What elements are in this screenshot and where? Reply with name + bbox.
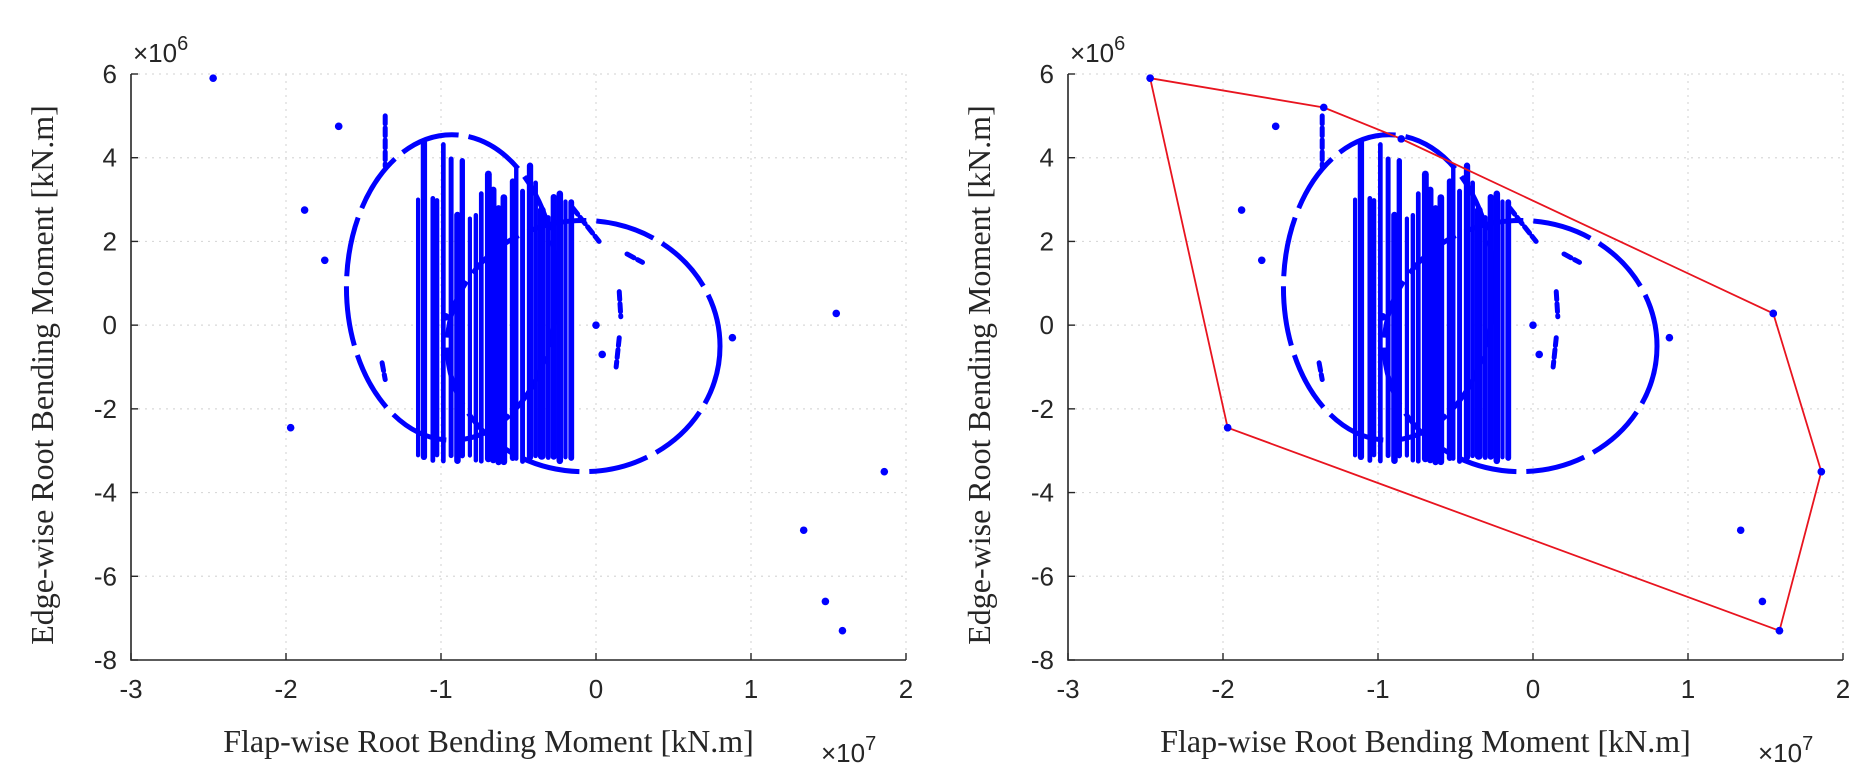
data-point [286,423,295,432]
data-point [1378,312,1387,321]
y-tick-labels: -8 -6 -4 -2 0 2 4 6 [94,59,138,675]
y-tick-label: 4 [103,143,117,173]
y-tick-label: -8 [1031,645,1054,675]
y-tick-label: -8 [94,645,117,675]
x-tick-label: 2 [1836,674,1850,704]
data-point [320,256,329,265]
data-point [1736,526,1745,535]
convex-hull [1146,74,1826,635]
grid-lines [1068,73,1844,660]
x-tick-label: 2 [899,674,913,704]
cloud-fragment [1507,205,1539,244]
hull-vertex-point [1223,423,1232,432]
outlier-points [209,74,889,635]
data-point [209,74,217,82]
axis-box [130,74,906,661]
cloud-fragment [379,360,388,383]
cloud-fragment [616,289,624,320]
data-point [821,597,830,606]
x-tick-label: -1 [429,674,452,704]
cloud-fragment [1316,360,1325,383]
x-tick-label: -3 [119,674,142,704]
x-tick-label: -2 [1211,674,1234,704]
data-point [1271,122,1280,131]
hull-vertex-point [1146,74,1154,82]
cloud-fragment [1550,335,1559,370]
cloud-fragment [624,251,645,265]
y-tick-label: -4 [94,478,117,508]
y-tick-label: 2 [103,226,117,256]
data-point [592,321,600,329]
data-point [1529,321,1537,329]
data-point [880,467,889,476]
hull-vertex-point [1397,135,1406,143]
grid-lines [131,73,907,660]
y-axis-label: Edge-wise Root Bending Moment [kN.m] [961,105,997,644]
hull-vertex-point [1769,309,1778,318]
cloud-fragment [1561,251,1582,265]
x-tick-label: 1 [744,674,758,704]
x-tick-label: 1 [1681,674,1695,704]
y-tick-label: 2 [1040,226,1054,256]
y-tick-label: 6 [1040,59,1054,89]
hull-vertex-point [1817,467,1826,476]
data-point [832,309,841,318]
axis-box [1067,74,1843,661]
x-tick-label: -3 [1056,674,1079,704]
x-tick-label: -2 [274,674,297,704]
left-scatter-panel: -3 -2 -1 0 1 2 -8 -6 -4 -2 0 2 4 6 Flap-wise Root Be… [24,33,913,768]
y-tick-labels: -8 -6 -4 -2 0 2 4 6 [1031,59,1075,675]
y-exponent-label: ×106 [1070,33,1125,68]
data-point [1665,333,1674,342]
cloud-fragment [570,205,602,244]
y-tick-label: -4 [1031,478,1054,508]
x-tick-label: 0 [589,674,603,704]
cloud-fragment [1553,289,1561,320]
hull-vertex-point [1775,626,1784,635]
x-tick-labels: -3 -2 -1 0 1 2 [1056,653,1850,704]
y-tick-label: 4 [1040,143,1054,173]
data-point [1257,256,1266,265]
data-point [838,626,847,635]
x-tick-label: 0 [1526,674,1540,704]
y-tick-label: -2 [94,394,117,424]
y-tick-label: -2 [1031,394,1054,424]
point-cloud [1280,113,1660,475]
convex-hull-polygon [1148,77,1823,632]
data-point [598,350,606,359]
x-exponent-label: ×107 [821,733,876,768]
data-point [300,206,309,214]
y-exponent-label: ×106 [133,33,188,68]
data-point [334,122,343,131]
x-axis-label: Flap-wise Root Bending Moment [kN.m] [223,723,754,759]
data-point [1237,206,1246,214]
point-cloud [343,113,723,475]
x-axis-label: Flap-wise Root Bending Moment [kN.m] [1160,723,1691,759]
data-point [1758,597,1767,606]
right-scatter-panel: -3 -2 -1 0 1 2 -8 -6 -4 -2 0 2 4 6 Flap-wise Root Be… [961,33,1850,768]
data-point [441,312,450,321]
data-point [1535,350,1543,359]
data-point [728,333,737,342]
x-tick-labels: -3 -2 -1 0 1 2 [119,653,913,704]
data-point [799,526,808,535]
y-tick-label: -6 [1031,561,1054,591]
y-tick-label: 6 [103,59,117,89]
x-exponent-label: ×107 [1758,733,1813,768]
hull-vertex-point [1319,103,1328,112]
y-axis-label: Edge-wise Root Bending Moment [kN.m] [24,105,60,644]
y-tick-label: 0 [1040,310,1054,340]
y-tick-label: 0 [103,310,117,340]
cloud-fragment [613,335,622,370]
x-tick-label: -1 [1366,674,1389,704]
y-tick-label: -6 [94,561,117,591]
